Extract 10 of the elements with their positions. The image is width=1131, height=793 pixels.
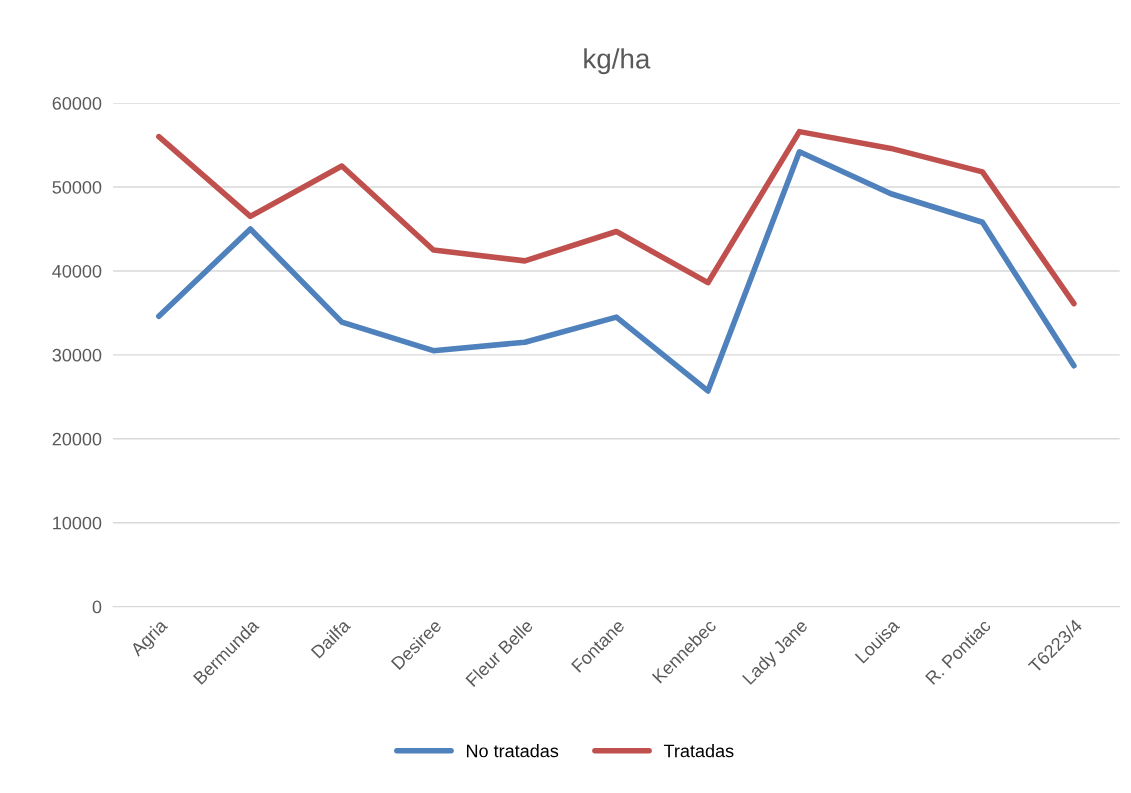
y-tick-label: 60000 xyxy=(52,97,102,110)
y-tick-label: 10000 xyxy=(53,516,102,530)
y-tick-label: 40000 xyxy=(52,264,102,278)
legend-label: Tratadas xyxy=(663,744,734,758)
y-tick-label: 50000 xyxy=(52,180,102,194)
y-tick-label: 30000 xyxy=(52,348,102,362)
y-tick-label: 20000 xyxy=(52,432,102,446)
legend-label: No tratadas xyxy=(466,744,559,758)
chart-title: kg/ha xyxy=(584,48,651,75)
y-tick-label: 0 xyxy=(92,600,102,614)
